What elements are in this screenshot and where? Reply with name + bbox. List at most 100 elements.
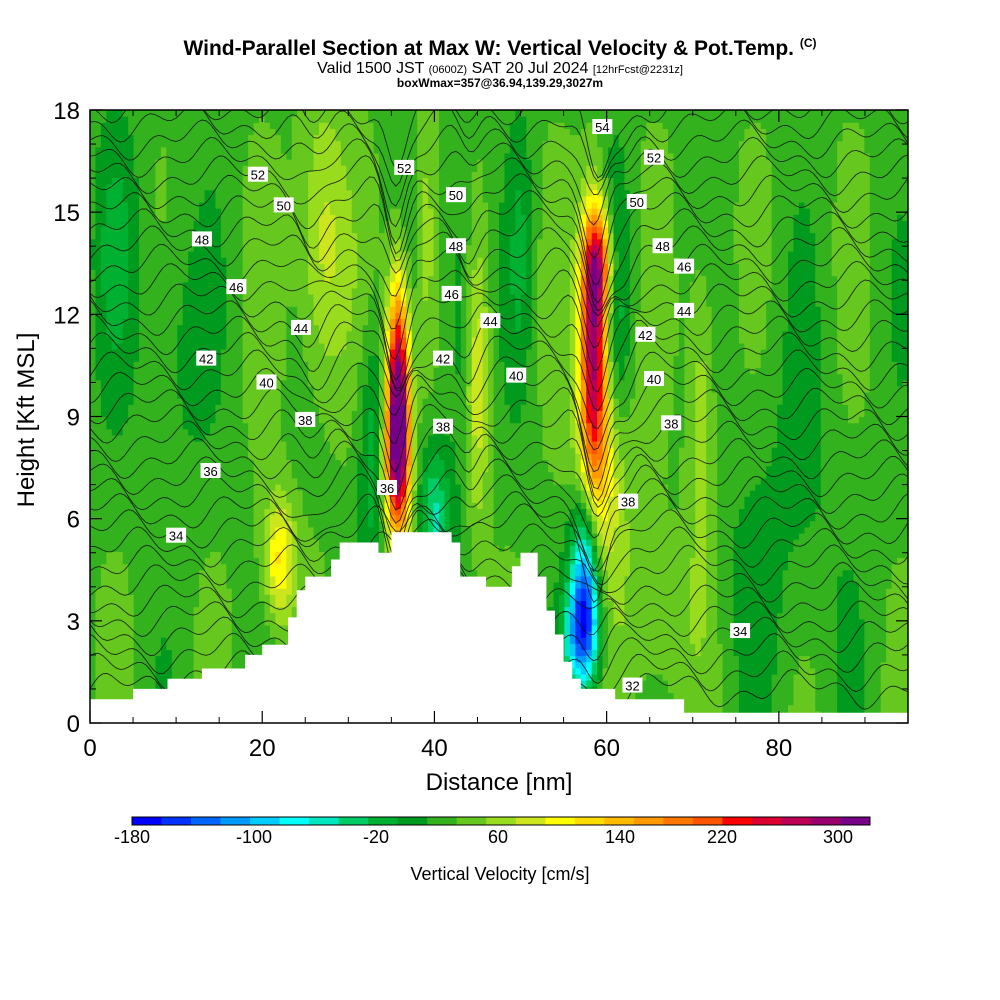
- velocity-cell: [160, 594, 167, 601]
- velocity-cell: [90, 116, 97, 123]
- velocity-cell: [259, 582, 266, 589]
- velocity-cell: [177, 649, 184, 657]
- velocity-cell: [226, 189, 233, 197]
- velocity-cell: [193, 532, 200, 540]
- velocity-cell: [215, 520, 222, 528]
- velocity-cell: [100, 208, 107, 215]
- velocity-cell: [351, 465, 358, 473]
- velocity-cell: [177, 441, 184, 448]
- velocity-cell: [188, 447, 195, 454]
- velocity-cell: [155, 453, 162, 461]
- velocity-cell: [248, 269, 255, 277]
- velocity-cell: [291, 165, 298, 172]
- velocity-cell: [226, 214, 233, 221]
- velocity-cell: [100, 195, 107, 203]
- velocity-cell: [111, 582, 118, 589]
- velocity-cell: [133, 624, 140, 632]
- velocity-cell: [319, 539, 326, 546]
- velocity-cell: [215, 532, 222, 540]
- velocity-cell: [204, 220, 211, 228]
- velocity-cell: [269, 434, 277, 442]
- velocity-cell: [231, 263, 238, 270]
- velocity-cell: [226, 263, 233, 270]
- velocity-cell: [264, 404, 271, 411]
- velocity-cell: [259, 545, 266, 552]
- velocity-cell: [231, 539, 238, 546]
- velocity-cell: [308, 545, 315, 552]
- velocity-cell: [248, 324, 255, 332]
- velocity-cell: [242, 416, 249, 424]
- velocity-cell: [133, 569, 140, 577]
- velocity-cell: [90, 557, 97, 565]
- velocity-cell: [133, 582, 140, 589]
- velocity-cell: [242, 588, 249, 595]
- velocity-cell: [324, 404, 331, 411]
- velocity-cell: [302, 532, 309, 540]
- velocity-cell: [319, 453, 326, 461]
- velocity-cell: [149, 637, 157, 644]
- velocity-cell: [231, 459, 238, 467]
- velocity-cell: [237, 545, 244, 552]
- velocity-cell: [248, 477, 255, 485]
- velocity-cell: [264, 477, 271, 485]
- velocity-cell: [220, 557, 227, 565]
- velocity-cell: [335, 361, 342, 369]
- velocity-cell: [242, 471, 249, 479]
- velocity-cell: [209, 545, 217, 552]
- velocity-cell: [248, 195, 255, 203]
- velocity-cell: [182, 269, 189, 277]
- velocity-cell: [122, 680, 129, 687]
- velocity-cell: [357, 416, 364, 424]
- velocity-cell: [199, 447, 206, 454]
- velocity-cell: [209, 116, 217, 123]
- velocity-cell: [106, 502, 113, 510]
- velocity-cell: [297, 545, 304, 552]
- velocity-cell: [220, 122, 227, 129]
- velocity-cell: [122, 171, 129, 179]
- velocity-cell: [155, 624, 162, 632]
- velocity-cell: [144, 471, 151, 479]
- velocity-cell: [324, 300, 331, 307]
- velocity-cell: [231, 643, 238, 651]
- velocity-cell: [199, 293, 206, 301]
- velocity-cell: [329, 514, 336, 522]
- velocity-cell: [144, 667, 151, 675]
- velocity-cell: [264, 502, 271, 510]
- velocity-cell: [160, 232, 167, 240]
- velocity-cell: [204, 661, 211, 669]
- velocity-cell: [117, 673, 124, 681]
- velocity-cell: [149, 195, 157, 203]
- velocity-cell: [139, 110, 146, 117]
- velocity-cell: [215, 257, 222, 264]
- velocity-cell: [155, 306, 162, 313]
- velocity-cell: [215, 220, 222, 228]
- velocity-cell: [193, 318, 200, 326]
- velocity-cell: [280, 306, 287, 313]
- velocity-cell: [188, 165, 195, 172]
- velocity-cell: [95, 171, 102, 179]
- velocity-cell: [160, 477, 167, 485]
- velocity-cell: [166, 575, 173, 583]
- velocity-cell: [297, 349, 304, 356]
- velocity-cell: [182, 496, 189, 503]
- velocity-cell: [297, 146, 304, 154]
- velocity-cell: [144, 312, 151, 320]
- velocity-cell: [193, 514, 200, 522]
- velocity-cell: [286, 177, 293, 185]
- velocity-cell: [149, 122, 157, 129]
- velocity-cell: [308, 110, 315, 117]
- velocity-cell: [144, 318, 151, 326]
- velocity-cell: [111, 588, 118, 595]
- velocity-cell: [357, 324, 364, 332]
- velocity-cell: [171, 385, 178, 393]
- velocity-cell: [117, 367, 124, 375]
- velocity-cell: [177, 661, 184, 669]
- velocity-cell: [155, 318, 162, 326]
- velocity-cell: [171, 238, 178, 246]
- velocity-cell: [329, 110, 336, 117]
- velocity-cell: [117, 532, 124, 540]
- velocity-cell: [313, 318, 320, 326]
- velocity-cell: [128, 159, 135, 166]
- velocity-cell: [226, 201, 233, 209]
- velocity-cell: [117, 244, 124, 252]
